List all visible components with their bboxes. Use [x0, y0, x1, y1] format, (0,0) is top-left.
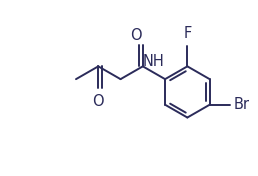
Text: F: F: [183, 26, 191, 41]
Text: NH: NH: [143, 54, 165, 69]
Text: Br: Br: [233, 97, 249, 112]
Text: O: O: [92, 94, 104, 109]
Text: O: O: [130, 28, 142, 43]
